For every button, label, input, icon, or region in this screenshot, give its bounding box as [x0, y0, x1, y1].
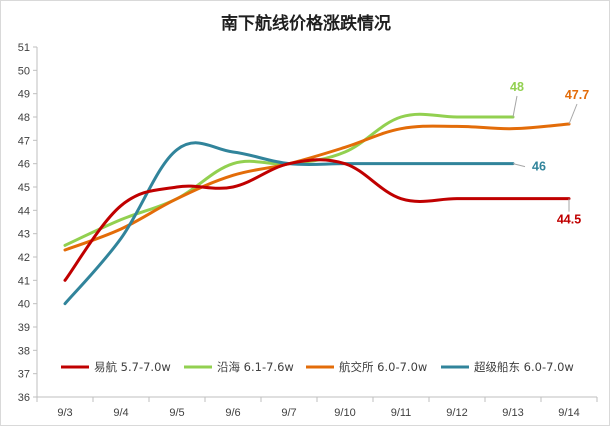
legend-label-1: 沿海 6.1-7.6w [217, 360, 294, 374]
y-tick-label: 46 [18, 159, 30, 171]
x-tick-label: 9/4 [113, 407, 128, 419]
x-tick-label: 9/14 [558, 407, 579, 419]
x-tick-label: 9/5 [169, 407, 184, 419]
end-labels: 44.5 48 47.7 46 [510, 80, 589, 227]
y-tick-label: 48 [18, 112, 30, 124]
y-tick-label: 42 [18, 252, 30, 264]
x-tick-label: 9/3 [57, 407, 72, 419]
axes: 36 37 38 39 40 41 42 43 44 45 46 47 48 49 50 51 9/3 9/4 9/… [18, 42, 598, 419]
legend-label-3: 超级船东 6.0-7.0w [474, 360, 574, 374]
y-tick-label: 44 [18, 205, 30, 217]
end-label-leader [568, 103, 578, 125]
legend-label-0: 易航 5.7-7.0w [94, 360, 171, 374]
y-tick-label: 36 [18, 392, 30, 404]
x-tick-label: 9/13 [502, 407, 523, 419]
y-tick-label: 39 [18, 322, 30, 334]
series-line-3 [63, 141, 515, 306]
y-tick-label: 49 [18, 89, 30, 101]
series-lines [63, 112, 571, 306]
legend-label-2: 航交所 6.0-7.0w [339, 360, 427, 374]
y-tick-label: 40 [18, 299, 30, 311]
end-label-3: 46 [532, 160, 546, 174]
end-label-leader [512, 95, 518, 118]
x-tick-label: 9/6 [225, 407, 240, 419]
end-label-leader [512, 163, 526, 168]
y-tick-label: 43 [18, 229, 30, 241]
end-label-0: 44.5 [557, 213, 581, 227]
series-line-1 [63, 112, 515, 247]
y-tick-label: 37 [18, 369, 30, 381]
series-line-2 [63, 122, 571, 252]
x-tick-label: 9/7 [281, 407, 296, 419]
y-tick-label: 45 [18, 182, 30, 194]
x-tick-label: 9/10 [334, 407, 355, 419]
y-tick-label: 38 [18, 345, 30, 357]
y-tick-label: 41 [18, 275, 30, 287]
x-tick-label: 9/11 [391, 407, 412, 419]
series-line-0 [63, 158, 571, 282]
y-tick-label: 47 [18, 135, 30, 147]
chart-title: 南下航线价格涨跌情况 [221, 13, 391, 34]
x-tick-label: 9/12 [446, 407, 467, 419]
y-tick-label: 50 [18, 65, 30, 77]
legend: 易航 5.7-7.0w 沿海 6.1-7.6w 航交所 6.0-7.0w 超级船东 6… [61, 360, 574, 374]
end-label-1: 48 [510, 80, 524, 94]
end-label-2: 47.7 [565, 88, 589, 102]
y-tick-label: 51 [18, 42, 30, 54]
